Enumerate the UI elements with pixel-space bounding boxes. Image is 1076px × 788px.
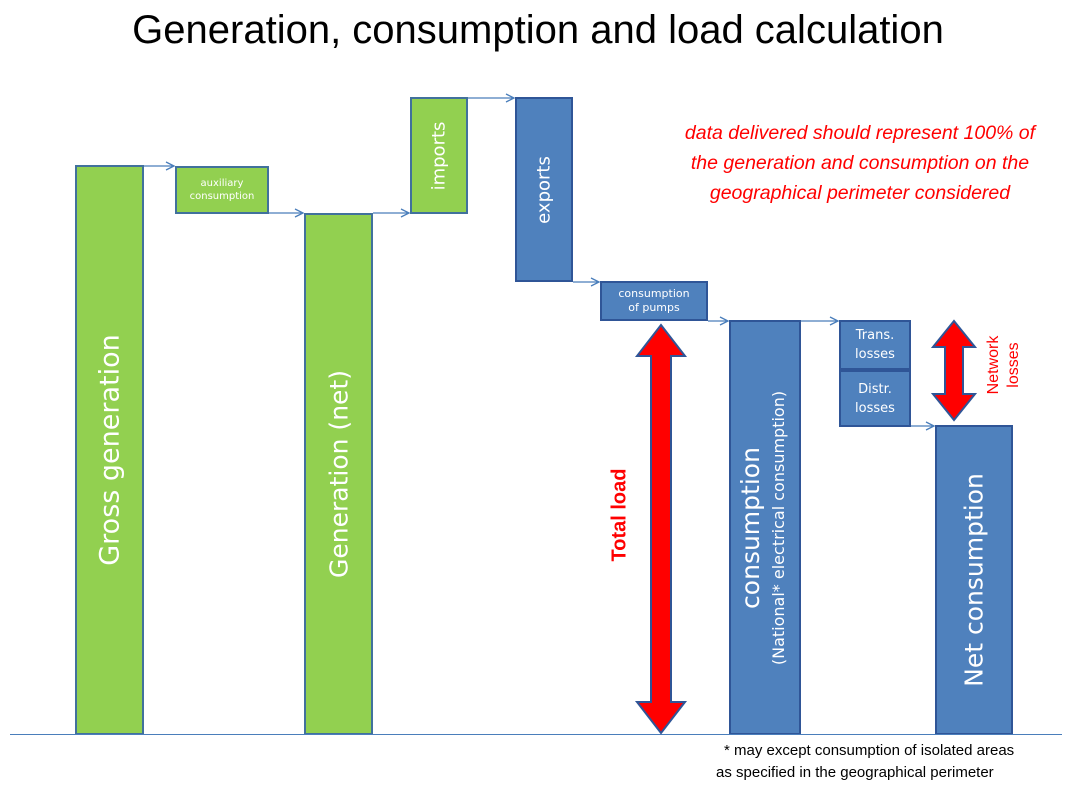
pumps-label-line2: of pumps xyxy=(628,301,680,314)
baseline xyxy=(10,734,1062,735)
trans-label-line1: Trans. xyxy=(855,328,895,343)
network-losses-label: Network losses xyxy=(984,336,1024,395)
gross-generation-bar: Gross generation xyxy=(75,165,144,735)
pumps-consumption-box: consumption of pumps xyxy=(600,281,708,321)
auxiliary-label-line1: auxiliary xyxy=(200,178,244,189)
network-losses-arrow xyxy=(930,319,978,422)
distribution-losses-box: Distr. losses xyxy=(839,370,911,427)
distr-label-line2: losses xyxy=(855,400,895,416)
trans-label-line2: losses xyxy=(855,347,895,362)
network-label-line2: losses xyxy=(1005,342,1022,388)
generation-net-bar: Generation (net) xyxy=(304,213,373,735)
total-load-arrow xyxy=(634,323,688,735)
data-note: data delivered should represent 100% of … xyxy=(684,122,1036,204)
net-consumption-bar: Net consumption xyxy=(935,425,1013,735)
auxiliary-consumption-box: auxiliary consumption xyxy=(175,166,269,214)
consumption-bar: consumption (National* electrical consum… xyxy=(729,320,801,735)
distr-label-line1: Distr. xyxy=(858,381,892,397)
footnote: * may except consumption of isolated are… xyxy=(716,740,1076,784)
exports-box: exports xyxy=(515,97,573,282)
total-load-label: Total load xyxy=(608,468,631,562)
footnote-line1: * may except consumption of isolated are… xyxy=(724,742,1015,759)
footnote-line2: as specified in the geographical perimet… xyxy=(716,764,994,781)
auxiliary-label-line2: consumption xyxy=(189,191,255,202)
imports-box: imports xyxy=(410,97,468,214)
transmission-losses-box: Trans. losses xyxy=(839,320,911,370)
pumps-label-line1: consumption xyxy=(618,287,690,300)
page-title: Generation, consumption and load calcula… xyxy=(132,8,944,52)
network-label-line1: Network xyxy=(985,335,1002,395)
